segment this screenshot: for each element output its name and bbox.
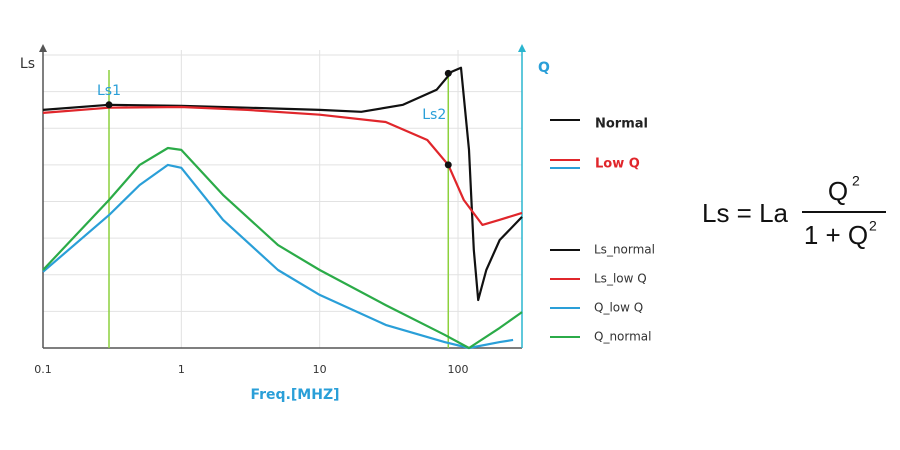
formula: Ls = La Q 2 1 + Q 2 bbox=[702, 173, 886, 250]
legend-label: Low Q bbox=[595, 157, 640, 172]
series-line bbox=[42, 105, 523, 226]
formula-exponent: 2 bbox=[852, 173, 860, 189]
marker-label: Ls1 bbox=[97, 83, 121, 99]
series-line bbox=[42, 146, 523, 350]
x-axis-label: Freq.[MHZ] bbox=[250, 387, 339, 403]
x-tick-label: 10 bbox=[313, 363, 327, 376]
legend-label: Q_normal bbox=[594, 330, 652, 344]
series-line bbox=[42, 163, 514, 350]
y2-axis-label: Q bbox=[538, 60, 550, 76]
y2-axis-arrow bbox=[518, 44, 526, 52]
x-tick-label: 1 bbox=[178, 363, 185, 376]
y-axis-arrow bbox=[39, 44, 47, 52]
legend-label: Ls_normal bbox=[594, 243, 655, 257]
formula-exponent: 2 bbox=[869, 218, 877, 234]
series-line bbox=[42, 66, 523, 302]
formula-numerator: Q bbox=[828, 176, 848, 206]
legend-label: Normal bbox=[595, 117, 648, 132]
formula-denominator: 1 + Q bbox=[804, 220, 868, 250]
formula-lhs: Ls = La bbox=[702, 198, 789, 228]
x-tick-label: 0.1 bbox=[34, 363, 52, 376]
legend-label: Ls_low Q bbox=[594, 272, 647, 286]
marker-point bbox=[444, 69, 452, 77]
marker-label: Ls2 bbox=[422, 107, 446, 123]
marker-point bbox=[105, 101, 113, 109]
y-axis-label: Ls bbox=[20, 56, 35, 72]
marker-point bbox=[444, 161, 452, 169]
legend-label: Q_low Q bbox=[594, 301, 643, 315]
x-tick-label: 100 bbox=[448, 363, 469, 376]
